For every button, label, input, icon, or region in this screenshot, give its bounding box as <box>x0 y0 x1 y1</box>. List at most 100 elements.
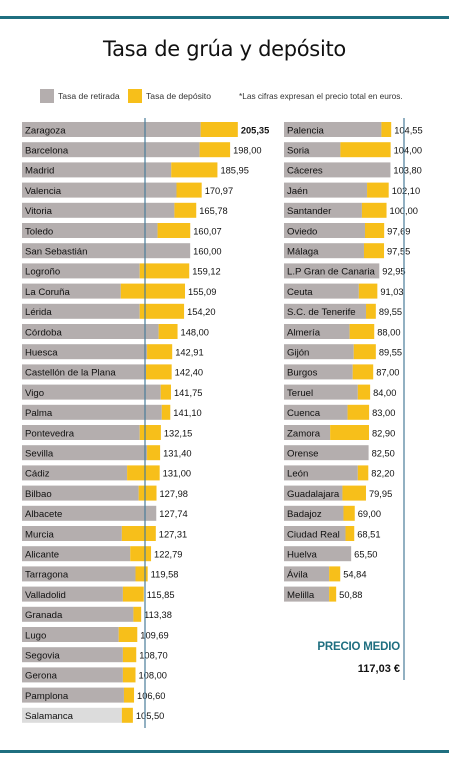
bar-deposito <box>157 223 191 238</box>
bar-category-label: Lugo <box>25 630 46 641</box>
bar-value-label: 115,85 <box>147 590 175 600</box>
bar-category-label: Salamanca <box>25 711 74 722</box>
bar-retirada <box>22 263 140 279</box>
bar-value-label: 108,00 <box>139 671 167 681</box>
bar-retirada <box>22 202 175 218</box>
bar-retirada <box>284 546 352 562</box>
bar-deposito <box>352 364 374 380</box>
bar-retirada <box>284 364 353 380</box>
bar-category-label: Teruel <box>287 388 313 399</box>
bar-category-label: Granada <box>25 610 63 621</box>
bar-value-label: 142,91 <box>175 348 203 358</box>
bar-deposito <box>147 445 161 461</box>
bar-retirada <box>22 647 123 663</box>
bar-retirada <box>22 344 148 360</box>
bar-value-label: 160,07 <box>193 226 221 236</box>
bar-retirada <box>284 324 350 339</box>
bar-category-label: Toledo <box>25 226 53 237</box>
bar-value-label: 159,12 <box>192 267 220 277</box>
bar-category-label: Bilbao <box>25 489 52 500</box>
bar-value-label: 88,00 <box>377 327 400 337</box>
bar-retirada <box>284 586 330 602</box>
bar-retirada <box>22 122 201 137</box>
bar-value-label: 113,38 <box>144 610 172 620</box>
top-rule <box>0 16 449 19</box>
bar-value-label: 82,50 <box>372 449 395 459</box>
bar-category-label: Valencia <box>25 186 62 197</box>
bar-value-label: 82,90 <box>372 428 395 438</box>
bar-category-label: Segovia <box>25 651 60 662</box>
bar-deposito <box>122 647 137 663</box>
bar-category-label: Castellón de la Plana <box>25 368 116 379</box>
bar-retirada <box>284 485 343 501</box>
bar-value-label: 185,95 <box>220 166 248 176</box>
bar-deposito <box>343 505 355 521</box>
bar-category-label: Oviedo <box>287 226 317 237</box>
bar-value-label: 155,09 <box>188 287 216 297</box>
bar-retirada <box>22 404 162 420</box>
bar-value-label: 106,60 <box>137 691 165 701</box>
bar-retirada <box>22 162 172 178</box>
bar-value-label: 89,55 <box>379 348 402 358</box>
bar-value-label: 108,70 <box>139 651 167 661</box>
bar-value-label: 91,03 <box>380 287 403 297</box>
legend-label-retirada: Tasa de retirada <box>58 91 120 101</box>
bar-retirada <box>284 122 382 137</box>
bar-retirada <box>22 142 200 158</box>
bar-retirada <box>284 404 348 420</box>
bar-value-label: 142,40 <box>175 368 203 378</box>
bar-retirada <box>284 283 359 299</box>
bar-retirada <box>284 243 364 259</box>
bar-value-label: 127,98 <box>160 489 188 499</box>
bar-retirada <box>22 546 131 562</box>
bar-value-label: 104,00 <box>394 146 422 156</box>
bar-retirada <box>22 606 134 622</box>
bar-retirada <box>284 425 331 440</box>
bar-retirada <box>284 465 358 481</box>
bar-value-label: 102,10 <box>392 186 420 196</box>
bar-deposito <box>139 425 161 440</box>
bar-category-label: Gerona <box>25 671 58 682</box>
bar-retirada <box>284 526 346 541</box>
bar-deposito <box>120 283 186 299</box>
bar-value-label: 103,80 <box>393 166 421 176</box>
bar-deposito <box>118 627 138 642</box>
bar-value-label: 160,00 <box>193 247 221 257</box>
bar-category-label: Palma <box>25 408 53 419</box>
bar-deposito <box>329 566 341 582</box>
bar-deposito <box>329 586 337 602</box>
bar-category-label: Tarragona <box>25 570 69 581</box>
bar-deposito <box>133 606 142 622</box>
bar-category-label: Guadalajara <box>287 489 340 500</box>
bar-category-label: Zamora <box>287 428 321 439</box>
average-label: PRECIO MEDIO <box>317 641 400 653</box>
bar-retirada <box>22 566 136 582</box>
bar-category-label: Cádiz <box>25 469 50 480</box>
bar-category-label: Burgos <box>287 368 318 379</box>
bar-deposito <box>122 586 144 602</box>
bar-deposito <box>138 485 157 501</box>
bar-retirada <box>22 505 157 521</box>
bar-value-label: 131,40 <box>163 449 191 459</box>
bar-retirada <box>22 445 148 461</box>
bar-deposito <box>361 202 387 218</box>
bar-deposito <box>139 303 185 319</box>
bar-value-label: 92,95 <box>382 267 405 277</box>
bar-deposito <box>345 526 355 541</box>
bar-deposito <box>130 546 152 562</box>
bar-deposito <box>147 344 173 360</box>
bar-value-label: 205,35 <box>241 125 269 135</box>
bar-deposito <box>199 142 231 158</box>
bar-category-label: Alicante <box>25 550 59 561</box>
bar-value-label: 122,79 <box>154 550 182 560</box>
bar-deposito <box>123 687 135 703</box>
bar-value-label: 127,31 <box>159 529 187 539</box>
bar-deposito <box>160 384 171 400</box>
bar-deposito <box>200 122 238 137</box>
bar-deposito <box>349 324 375 339</box>
bar-deposito <box>121 707 133 723</box>
bar-category-label: León <box>287 469 308 480</box>
bar-value-label: 65,50 <box>354 550 377 560</box>
bar-category-label: Gijón <box>287 348 309 359</box>
bar-retirada <box>22 526 122 541</box>
